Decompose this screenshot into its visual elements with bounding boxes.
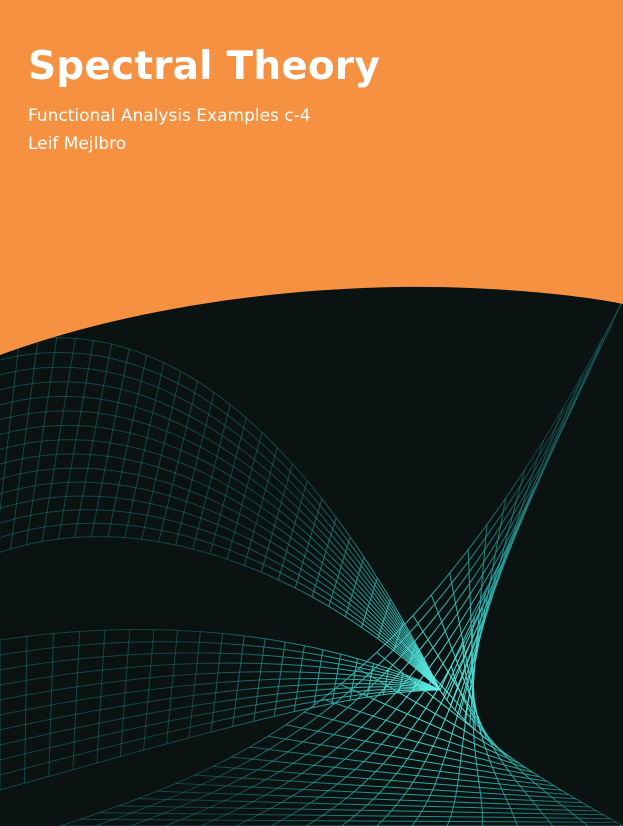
mesh-lower-crossline bbox=[413, 678, 417, 692]
mesh-left-crossline bbox=[41, 338, 76, 542]
mesh-left-crossline bbox=[141, 371, 182, 540]
mesh-lower-crossline bbox=[96, 630, 106, 764]
mesh-left-crossline bbox=[209, 417, 247, 554]
mesh-lower-crossline bbox=[188, 631, 201, 738]
mesh-right-crossline bbox=[212, 765, 569, 795]
mesh-left-crossline bbox=[0, 340, 20, 555]
mesh-lower-crossline bbox=[253, 638, 266, 722]
mesh-left-crossline bbox=[57, 340, 94, 540]
mesh-right-crossline bbox=[231, 756, 562, 791]
mesh-left-crossline bbox=[260, 463, 293, 573]
mesh-lower-crossline bbox=[48, 633, 54, 777]
title-block: Spectral Theory Functional Analysis Exam… bbox=[28, 40, 380, 158]
mesh-right-crossline bbox=[358, 668, 513, 760]
mesh-right-crossline bbox=[157, 790, 590, 808]
mesh-lower-crossline bbox=[24, 636, 28, 784]
mesh-lower-crossline bbox=[210, 633, 224, 733]
mesh-right-crossline bbox=[79, 818, 617, 823]
dark-background bbox=[0, 286, 623, 826]
mesh-right-crossline bbox=[194, 774, 576, 800]
mesh-lower-crossline bbox=[143, 629, 155, 751]
mesh-left-crossline bbox=[243, 447, 278, 566]
mesh-left-crossline bbox=[277, 480, 308, 580]
mesh-left-crossline bbox=[90, 348, 130, 537]
mesh-left-crossline bbox=[124, 362, 165, 538]
mesh-right-crossline bbox=[442, 337, 604, 696]
mesh-right-crossline bbox=[439, 299, 623, 691]
book-subtitle: Functional Analysis Examples c-4 bbox=[28, 106, 311, 126]
mesh-left-crossline bbox=[10, 338, 39, 550]
mesh-lower-crossline bbox=[331, 654, 342, 704]
mesh-left-crossline bbox=[328, 536, 351, 607]
mesh-right-crossline bbox=[412, 615, 494, 745]
mesh-lower-crossline bbox=[366, 663, 374, 698]
mesh-right-crossline bbox=[322, 698, 527, 769]
mesh-right-crossline bbox=[118, 805, 604, 816]
mesh-right-crossline bbox=[267, 735, 548, 782]
mesh-left-crossline bbox=[226, 432, 263, 560]
mesh-right-crossline bbox=[99, 812, 611, 820]
wireframe-mesh-right bbox=[59, 299, 623, 826]
mesh-lower-crossline bbox=[72, 631, 80, 770]
mesh-lower-crossline bbox=[273, 641, 286, 717]
mesh-left-crossline bbox=[158, 381, 199, 542]
mesh-left-crossline bbox=[107, 355, 148, 537]
mesh-left-crossline bbox=[361, 577, 378, 628]
mesh-right-crossline bbox=[446, 373, 584, 701]
mesh-lower-crossline bbox=[398, 673, 404, 693]
mesh-right-crossline bbox=[285, 724, 541, 778]
mesh-lower-crossline bbox=[119, 629, 131, 757]
mesh-lower-crossline bbox=[382, 668, 390, 695]
mesh-right-crossline bbox=[175, 782, 583, 804]
mesh-right-crossline bbox=[249, 746, 555, 787]
mesh-right-crossline bbox=[304, 711, 534, 773]
mesh-left-crossline bbox=[344, 556, 365, 617]
mesh-lower-crossline bbox=[232, 635, 245, 727]
mesh-right-crossline bbox=[376, 652, 507, 755]
mesh-left-crossline bbox=[25, 337, 58, 545]
book-author: Leif Mejlbro bbox=[28, 134, 127, 154]
mesh-right-crossline bbox=[449, 573, 482, 735]
mesh-left-crossline bbox=[311, 517, 337, 598]
mesh-lower-crossline bbox=[293, 645, 305, 712]
mesh-lower-crossline bbox=[349, 658, 358, 701]
wireframe-mesh-left bbox=[0, 337, 441, 791]
mesh-lower-crossline bbox=[312, 649, 324, 708]
mesh-left-crossline bbox=[74, 344, 112, 538]
mesh-left-crossline bbox=[294, 498, 323, 589]
mesh-left-crossline bbox=[192, 404, 231, 550]
mesh-left-crossline bbox=[175, 392, 215, 546]
mesh-right-crossline bbox=[394, 634, 500, 750]
mesh-right-crossline bbox=[138, 798, 597, 812]
mesh-lower-crossline bbox=[166, 630, 178, 744]
book-title: Spectral Theory bbox=[28, 44, 380, 89]
mesh-left-crossline bbox=[393, 621, 404, 651]
mesh-left-crossline bbox=[377, 599, 391, 639]
mesh-right-crossline bbox=[340, 684, 520, 764]
